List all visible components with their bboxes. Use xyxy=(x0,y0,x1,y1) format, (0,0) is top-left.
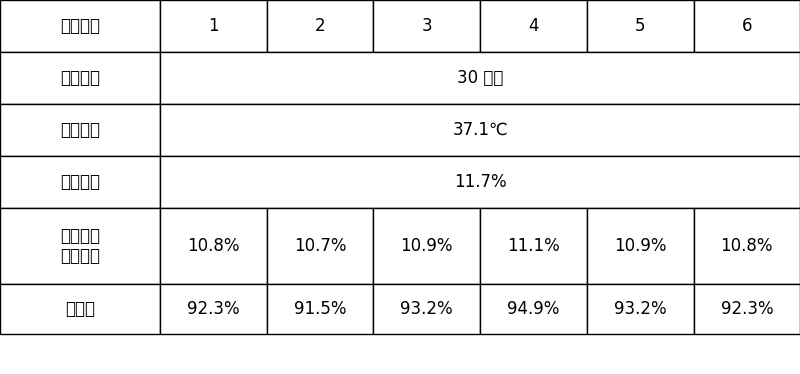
Text: 4: 4 xyxy=(528,17,538,35)
Bar xyxy=(587,208,694,284)
Bar xyxy=(694,0,800,52)
Text: 10.8%: 10.8% xyxy=(187,237,240,255)
Bar xyxy=(0,52,160,104)
Bar xyxy=(480,284,587,334)
Bar xyxy=(160,0,266,52)
Bar xyxy=(160,284,266,334)
Bar xyxy=(0,156,160,208)
Bar xyxy=(480,208,587,284)
Text: 2: 2 xyxy=(314,17,326,35)
Bar xyxy=(374,284,480,334)
Bar xyxy=(694,284,800,334)
Text: 94.9%: 94.9% xyxy=(507,300,560,318)
Text: 取样温度: 取样温度 xyxy=(60,121,100,139)
Bar xyxy=(266,284,374,334)
Text: 3: 3 xyxy=(422,17,432,35)
Bar xyxy=(160,52,800,104)
Bar xyxy=(0,0,160,52)
Text: 功效成分
黄酮含量: 功效成分 黄酮含量 xyxy=(60,227,100,266)
Text: 样品编号: 样品编号 xyxy=(60,17,100,35)
Text: 92.3%: 92.3% xyxy=(187,300,240,318)
Text: 37.1℃: 37.1℃ xyxy=(452,121,508,139)
Bar xyxy=(266,208,374,284)
Text: 11.7%: 11.7% xyxy=(454,173,506,191)
Bar xyxy=(694,208,800,284)
Text: 取样时间: 取样时间 xyxy=(60,69,100,87)
Text: 溶出度: 溶出度 xyxy=(65,300,95,318)
Text: 理论含量: 理论含量 xyxy=(60,173,100,191)
Text: 10.9%: 10.9% xyxy=(401,237,453,255)
Text: 92.3%: 92.3% xyxy=(721,300,773,318)
Bar xyxy=(160,104,800,156)
Bar xyxy=(0,208,160,284)
Text: 10.7%: 10.7% xyxy=(294,237,346,255)
Text: 91.5%: 91.5% xyxy=(294,300,346,318)
Bar xyxy=(374,208,480,284)
Bar xyxy=(587,0,694,52)
Text: 6: 6 xyxy=(742,17,752,35)
Text: 30 分钟: 30 分钟 xyxy=(457,69,503,87)
Text: 10.8%: 10.8% xyxy=(721,237,773,255)
Text: 10.9%: 10.9% xyxy=(614,237,666,255)
Bar xyxy=(0,284,160,334)
Bar xyxy=(266,0,374,52)
Bar xyxy=(374,0,480,52)
Text: 1: 1 xyxy=(208,17,218,35)
Bar xyxy=(160,208,266,284)
Bar xyxy=(480,0,587,52)
Text: 93.2%: 93.2% xyxy=(401,300,453,318)
Bar xyxy=(160,156,800,208)
Text: 93.2%: 93.2% xyxy=(614,300,666,318)
Bar xyxy=(587,284,694,334)
Text: 5: 5 xyxy=(635,17,646,35)
Text: 11.1%: 11.1% xyxy=(507,237,560,255)
Bar xyxy=(0,104,160,156)
